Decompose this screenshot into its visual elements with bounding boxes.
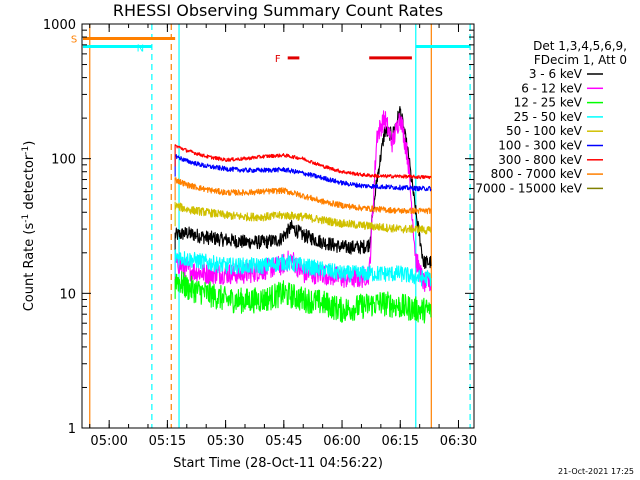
y-axis-label-sup2: -1: [21, 146, 31, 155]
series-line-6: [174, 154, 432, 192]
night-label: N: [137, 44, 144, 55]
series-line-8: [174, 177, 432, 215]
y-axis-label-part3: ): [22, 141, 37, 146]
x-tick-label: 05:15: [149, 434, 186, 449]
chart-title: RHESSI Observing Summary Count Rates: [113, 1, 443, 20]
y-tick-label: 1: [68, 422, 76, 437]
series-line-4: [174, 249, 432, 287]
y-axis-label-sup1: -1: [21, 214, 31, 223]
y-tick-label: 100: [51, 153, 76, 168]
x-tick-label: 05:45: [265, 434, 302, 449]
y-tick-label: 1000: [43, 18, 76, 33]
series-line-5: [174, 201, 432, 235]
series-line-7: [174, 144, 432, 180]
legend-label: 12 - 25 keV: [514, 96, 583, 110]
generation-timestamp: 21-Oct-2021 17:25: [558, 467, 634, 476]
plot-frame: [81, 23, 475, 429]
y-axis-label-part1: Count Rate (s: [22, 223, 37, 312]
series-line-1: [174, 106, 432, 270]
x-tick-label: 06:15: [382, 434, 419, 449]
flare-label: F: [275, 54, 281, 65]
saa-label: S: [71, 35, 77, 46]
legend-header-line2: FDecim 1, Att 0: [534, 53, 627, 67]
x-tick-label: 06:00: [323, 434, 360, 449]
legend-label: 3 - 6 keV: [529, 67, 583, 81]
y-tick-label: 10: [59, 287, 76, 302]
x-tick-label: 05:00: [90, 434, 127, 449]
x-tick-label: 06:30: [440, 434, 477, 449]
series-layer: [174, 106, 432, 324]
y-axis-label-part2: detector: [22, 154, 37, 214]
legend-label: 25 - 50 keV: [514, 110, 583, 124]
axes-layer: 05:00 05:15 05:30 05:45 06:00 06:15 06:30 1 10 10…: [43, 18, 477, 449]
legend-label: 300 - 800 keV: [498, 153, 582, 167]
legend-label: 100 - 300 keV: [498, 139, 582, 153]
x-axis-label: Start Time (28-Oct-11 04:56:22): [173, 456, 383, 471]
legend-label: 50 - 100 keV: [506, 124, 583, 138]
y-axis-label: Count Rate (s-1 detector-1): [21, 141, 37, 312]
legend-label: 800 - 7000 keV: [491, 167, 583, 181]
series-line-3: [174, 271, 432, 324]
x-tick-label: 05:30: [207, 434, 244, 449]
legend-label: 7000 - 15000 keV: [475, 181, 582, 195]
legend-header-line1: Det 1,3,4,5,6,9,: [533, 39, 627, 53]
legend-label: 6 - 12 keV: [521, 81, 583, 95]
